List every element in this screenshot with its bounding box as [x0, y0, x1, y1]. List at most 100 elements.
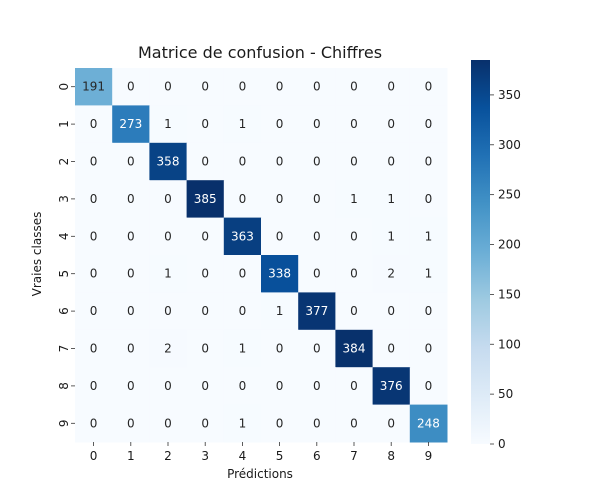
heatmap-cell	[186, 105, 225, 144]
colorbar: 0 50 100 150 200 250 300 350	[471, 60, 521, 451]
cell-value-label: 0	[201, 379, 209, 393]
cell-value-label: 0	[313, 117, 321, 131]
cell-value-label: 0	[276, 80, 284, 94]
heatmap-cell	[372, 329, 411, 368]
x-tick-label: 0	[90, 449, 98, 463]
x-axis-label: Prédictions	[227, 467, 293, 481]
heatmap-cell	[75, 292, 113, 331]
heatmap-cell	[261, 367, 299, 406]
heatmap-cell	[75, 142, 113, 181]
heatmap-cell	[149, 404, 188, 443]
y-tick-label: 0	[57, 83, 71, 91]
cell-value-label: 1	[239, 416, 247, 430]
cell-value-label: 0	[90, 155, 98, 169]
cell-value-label: 0	[201, 229, 209, 243]
heatmap-cell	[372, 255, 411, 293]
heatmap-cell	[261, 105, 299, 144]
cell-value-label: 0	[90, 342, 98, 356]
x-tick-label: 1	[127, 449, 135, 463]
cell-value-label: 0	[201, 304, 209, 318]
cell-value-label: 0	[276, 155, 284, 169]
y-tick-label: 2	[57, 158, 71, 166]
cell-value-label: 0	[313, 229, 321, 243]
cell-value-label: 0	[90, 267, 98, 281]
heatmap-cell	[372, 180, 411, 219]
heatmap-cell	[149, 255, 188, 293]
heatmap-cell	[372, 404, 411, 443]
cell-value-label: 0	[164, 379, 172, 393]
heatmap-cell	[75, 105, 113, 144]
cell-value-label: 0	[425, 117, 433, 131]
cell-value-label: 1	[350, 192, 358, 206]
heatmap-cell	[149, 68, 188, 106]
heatmap-cell	[75, 68, 113, 106]
heatmap-cell	[186, 292, 225, 331]
cell-value-label: 1	[387, 192, 395, 206]
heatmap-cell	[335, 217, 374, 256]
heatmap-cells: 191 0 0 0 0 0 0 0 0 0 0 273 1 0 1 0 0 0 0 0 0 0 358 0 0 0 0 0 0 0 0 0 0 3…	[75, 68, 448, 443]
cell-value-label: 377	[305, 304, 328, 318]
cell-value-label: 0	[276, 416, 284, 430]
heatmap-cell	[372, 217, 411, 256]
heatmap-cell	[223, 292, 262, 331]
cell-value-label: 0	[425, 304, 433, 318]
x-tick-label: 4	[239, 449, 247, 463]
cell-value-label: 0	[313, 416, 321, 430]
cell-value-label: 0	[350, 379, 358, 393]
heatmap-cell	[298, 180, 336, 219]
cell-value-label: 0	[313, 379, 321, 393]
heatmap-cell	[261, 292, 299, 331]
cell-value-label: 0	[276, 117, 284, 131]
heatmap-cell	[223, 404, 262, 443]
cell-value-label: 0	[164, 304, 172, 318]
heatmap-cell	[112, 217, 150, 256]
heatmap-cell	[372, 68, 411, 106]
heatmap-cell	[409, 329, 448, 368]
cell-value-label: 2	[164, 342, 172, 356]
heatmap-cell	[298, 217, 336, 256]
heatmap-cell	[112, 404, 150, 443]
colorbar-tick-label: 0	[498, 437, 506, 451]
cell-value-label: 0	[276, 342, 284, 356]
cell-value-label: 0	[350, 80, 358, 94]
heatmap-cell	[75, 180, 113, 219]
cell-value-label: 0	[90, 117, 98, 131]
cell-value-label: 338	[268, 267, 291, 281]
cell-value-label: 0	[313, 80, 321, 94]
heatmap-cell	[223, 217, 262, 256]
cell-value-label: 0	[239, 267, 247, 281]
heatmap-cell	[223, 105, 262, 144]
cell-value-label: 384	[343, 342, 366, 356]
cell-value-label: 363	[231, 229, 254, 243]
cell-value-label: 0	[425, 155, 433, 169]
heatmap-cell	[186, 367, 225, 406]
cell-value-label: 0	[387, 155, 395, 169]
y-tick-label: 8	[57, 382, 71, 390]
cell-value-label: 0	[90, 304, 98, 318]
heatmap-cell	[112, 329, 150, 368]
heatmap-cell	[372, 367, 411, 406]
heatmap-cell	[75, 367, 113, 406]
heatmap-cell	[298, 367, 336, 406]
x-tick-label: 8	[387, 449, 395, 463]
cell-value-label: 0	[350, 416, 358, 430]
heatmap-cell	[112, 367, 150, 406]
heatmap-cell	[223, 329, 262, 368]
x-tick-label: 7	[350, 449, 358, 463]
heatmap-cell	[223, 68, 262, 106]
heatmap-cell	[298, 105, 336, 144]
heatmap-cell	[261, 180, 299, 219]
colorbar-tick-label: 100	[498, 337, 521, 351]
cell-value-label: 0	[313, 155, 321, 169]
cell-value-label: 0	[127, 304, 135, 318]
cell-value-label: 1	[387, 229, 395, 243]
cell-value-label: 0	[425, 192, 433, 206]
cell-value-label: 0	[387, 304, 395, 318]
cell-value-label: 0	[127, 192, 135, 206]
heatmap-cell	[75, 329, 113, 368]
y-tick-label: 7	[57, 345, 71, 353]
heatmap-cell	[298, 329, 336, 368]
cell-value-label: 0	[201, 117, 209, 131]
cell-value-label: 0	[239, 192, 247, 206]
cell-value-label: 385	[194, 192, 217, 206]
